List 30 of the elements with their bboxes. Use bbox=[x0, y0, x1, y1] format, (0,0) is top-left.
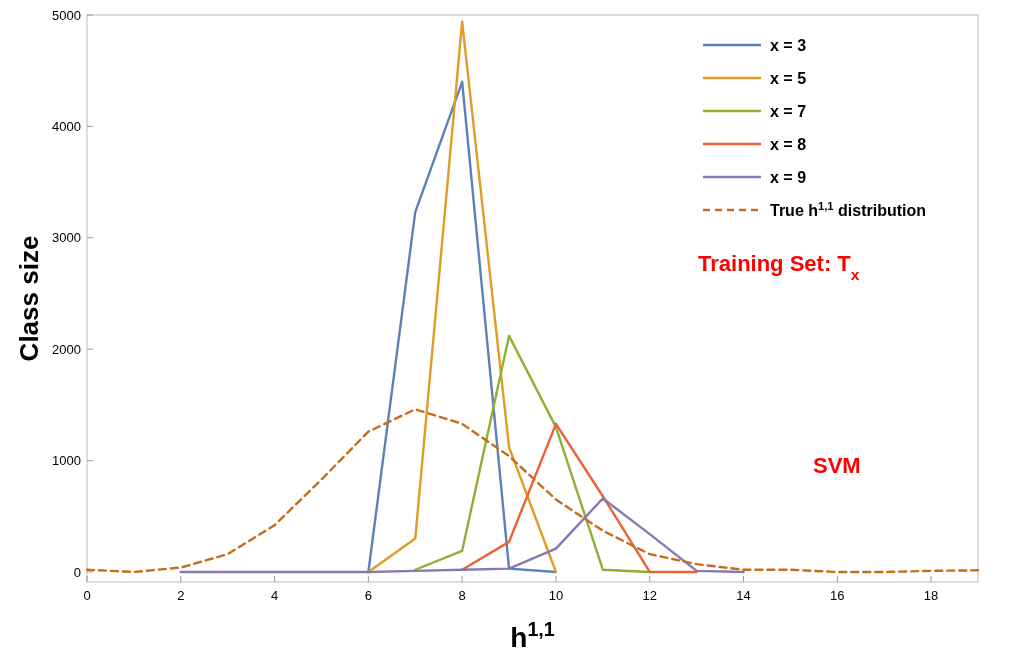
x-tick-label: 8 bbox=[458, 588, 466, 603]
legend-label: x = 8 bbox=[770, 135, 807, 153]
x-tick-label: 14 bbox=[736, 588, 751, 603]
line-series bbox=[85, 408, 980, 574]
line-series bbox=[460, 422, 698, 574]
y-tick-label: 5000 bbox=[52, 7, 81, 23]
legend-label: x = 3 bbox=[770, 36, 807, 54]
line-series bbox=[414, 334, 651, 574]
annotation: SVM bbox=[813, 453, 861, 478]
x-tick-label: 12 bbox=[642, 588, 657, 603]
legend-label: True h$^{1,1}$ distribution bbox=[770, 199, 927, 219]
y-tick-label: 4000 bbox=[52, 118, 81, 134]
y-tick-label: 0 bbox=[73, 564, 81, 580]
y-tick-label: 3000 bbox=[52, 230, 81, 246]
legend-label: x = 5 bbox=[770, 69, 807, 87]
line-series bbox=[179, 497, 745, 574]
x-tick-label: 2 bbox=[177, 588, 185, 603]
x-tick-label: 16 bbox=[830, 588, 845, 603]
x-axis-title: h$^{1,1}$ bbox=[510, 618, 555, 653]
x-tick-label: 4 bbox=[270, 588, 279, 603]
x-tick-label: 6 bbox=[364, 588, 372, 603]
legend-label: x = 7 bbox=[770, 102, 807, 120]
y-tick-label: 2000 bbox=[52, 341, 81, 357]
legend-label: x = 9 bbox=[770, 168, 807, 186]
y-tick-label: 1000 bbox=[52, 453, 81, 469]
x-tick-label: 10 bbox=[548, 588, 564, 603]
x-tick-label: 18 bbox=[923, 588, 939, 603]
y-axis-title: Class size bbox=[14, 235, 44, 362]
x-tick-label: 0 bbox=[83, 588, 91, 603]
annotation: Training Set: T$_{x}$ bbox=[698, 251, 860, 283]
